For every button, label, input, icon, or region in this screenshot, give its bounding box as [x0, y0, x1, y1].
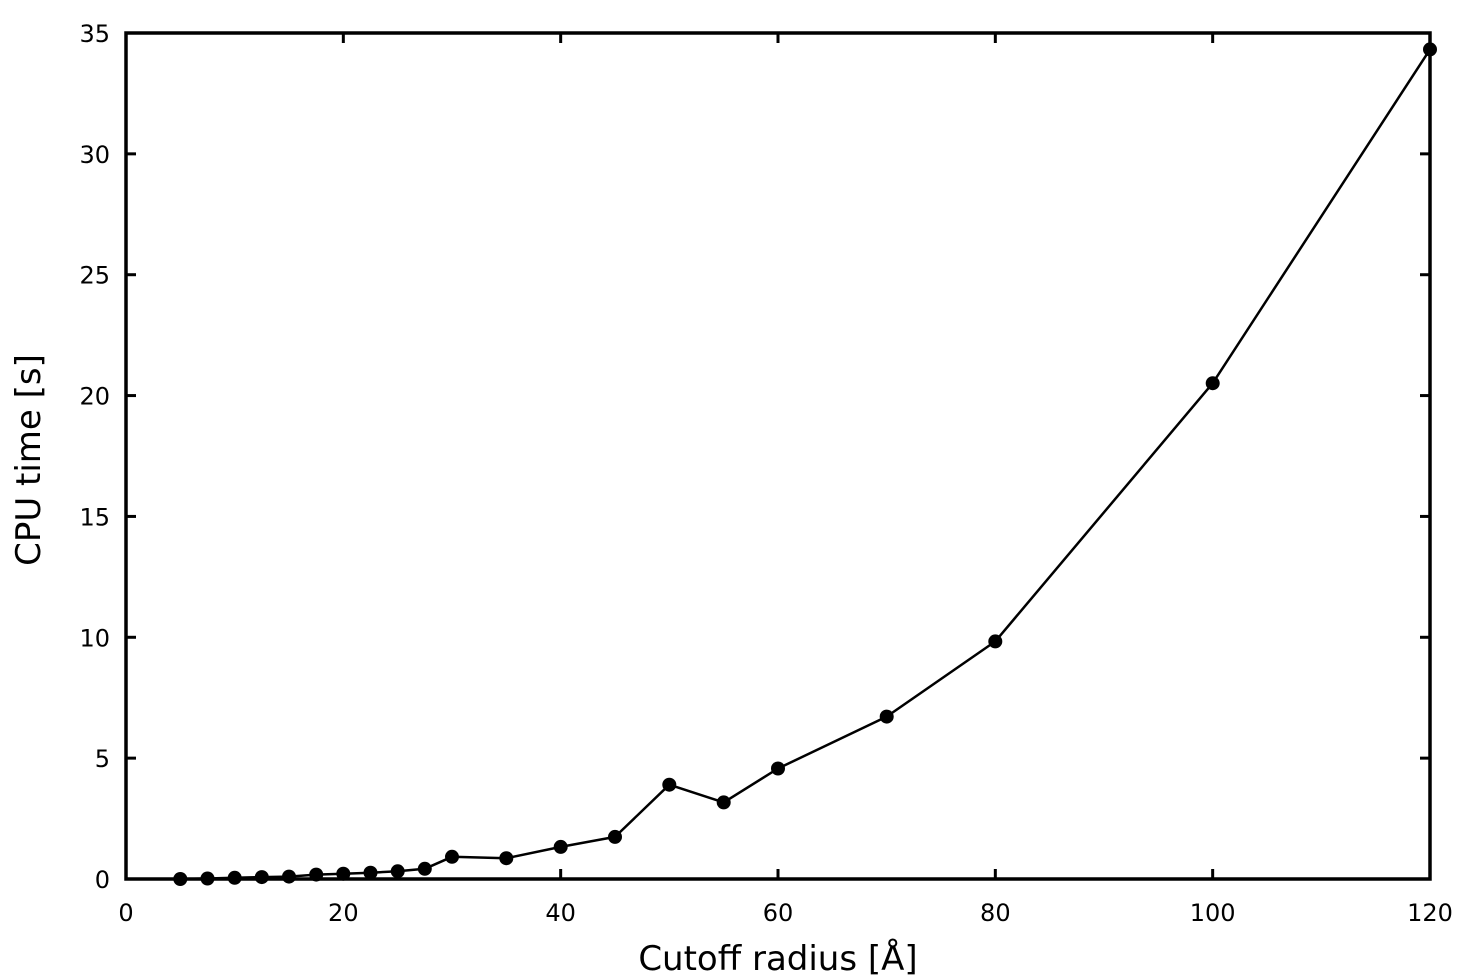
data-point: [445, 849, 459, 864]
y-tick-label: 0: [95, 866, 110, 894]
plot-frame: [124, 31, 1432, 881]
tick-marks: [124, 31, 1432, 881]
data-point: [608, 829, 622, 844]
x-tick-label: 40: [545, 899, 576, 927]
y-tick-label: 35: [79, 20, 110, 48]
y-tick-label: 5: [95, 745, 110, 773]
y-tick-label: 10: [79, 624, 110, 652]
y-tick-label: 20: [79, 383, 110, 411]
y-tick-label: 15: [79, 503, 110, 531]
series-layer: [173, 42, 1437, 886]
x-tick-label: 20: [328, 899, 359, 927]
x-tick-label: 80: [980, 899, 1011, 927]
data-point: [336, 866, 351, 881]
x-tick-label: 0: [118, 899, 133, 927]
data-point: [553, 839, 568, 854]
data-point: [390, 864, 405, 879]
data-point: [254, 870, 269, 885]
x-tick-labels: 0 20 40 60 80 100 120: [118, 899, 1453, 927]
data-point: [499, 851, 514, 866]
x-tick-label: 120: [1407, 899, 1453, 927]
x-tick-label: 100: [1190, 899, 1236, 927]
y-axis-label: CPU time [s]: [9, 354, 49, 566]
y-tick-labels: 0 5 10 15 20 25 30 35: [79, 20, 110, 894]
x-axis-label: Cutoff radius [Å]: [638, 938, 917, 979]
data-point: [1205, 376, 1220, 391]
data-point: [771, 761, 785, 776]
data-point: [363, 865, 378, 880]
y-tick-label: 25: [79, 262, 110, 290]
x-tick-label: 60: [763, 899, 794, 927]
data-point: [417, 861, 432, 876]
data-point: [988, 634, 1003, 649]
data-point: [662, 777, 677, 792]
series-line: [180, 48, 1432, 881]
y-tick-label: 30: [79, 141, 110, 169]
data-point: [879, 709, 894, 724]
data-point: [282, 869, 296, 884]
data-point: [716, 795, 731, 810]
